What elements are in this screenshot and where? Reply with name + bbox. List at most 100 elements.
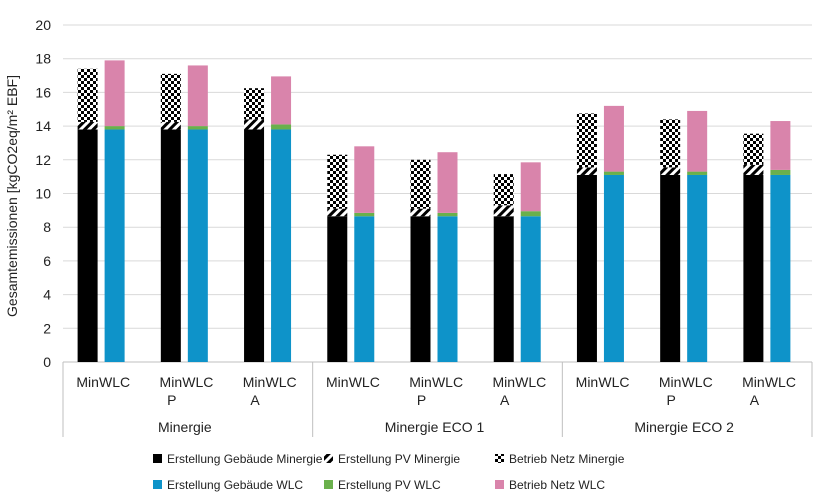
bar-segment xyxy=(770,174,791,362)
y-tick-label: 0 xyxy=(43,354,51,370)
legend-label: Betrieb Netz Minergie xyxy=(509,452,625,466)
x-tick-label: WLC xyxy=(349,374,380,390)
y-axis-title: Gesamtemissionen [kgCO2eq/m² EBF] xyxy=(4,75,20,317)
x-group-label: Minergie ECO 2 xyxy=(634,419,734,435)
bar-segment xyxy=(77,68,98,122)
legend-label: Erstellung PV Minergie xyxy=(338,452,460,466)
bar-segment xyxy=(244,88,265,120)
x-tick-label: Min xyxy=(742,374,765,390)
x-tick-label: Min xyxy=(243,374,266,390)
legend-swatch xyxy=(324,480,333,489)
bar-segment xyxy=(104,129,125,362)
bar-segment xyxy=(77,121,98,130)
y-tick-label: 18 xyxy=(35,51,51,67)
bar-segment xyxy=(410,159,431,209)
x-subgroup-label: A xyxy=(250,392,260,408)
bar-segment xyxy=(520,211,541,217)
bar-segment xyxy=(187,65,208,127)
legend-swatch xyxy=(324,454,333,463)
bar-segment xyxy=(244,119,265,130)
y-tick-label: 12 xyxy=(35,152,51,168)
bar-segment xyxy=(493,205,514,217)
bar-segment xyxy=(327,216,348,362)
y-tick-label: 8 xyxy=(43,219,51,235)
x-tick-label: WLC xyxy=(182,374,213,390)
bar-segment xyxy=(187,129,208,362)
x-tick-label: WLC xyxy=(598,374,629,390)
bar-segment xyxy=(271,124,292,130)
bar-segment xyxy=(687,171,708,175)
y-tick-label: 4 xyxy=(43,287,51,303)
bar-segment xyxy=(327,154,348,209)
x-tick-label: WLC xyxy=(432,374,463,390)
legend-swatch xyxy=(495,480,504,489)
legend-label: Betrieb Netz WLC xyxy=(509,478,605,492)
bar-segment xyxy=(327,208,348,217)
bar-segment xyxy=(660,174,681,362)
bar-segment xyxy=(271,129,292,362)
x-tick-label: WLC xyxy=(515,374,546,390)
bar-segment xyxy=(410,216,431,362)
legend-swatch xyxy=(153,454,162,463)
bar-segment xyxy=(244,129,265,362)
bar-segment xyxy=(104,126,125,130)
bar-segment xyxy=(354,212,375,217)
bars xyxy=(77,60,791,362)
bar-segment xyxy=(493,174,514,206)
bar-segment xyxy=(271,76,292,125)
x-tick-label: WLC xyxy=(99,374,130,390)
y-tick-label: 2 xyxy=(43,320,51,336)
bar-segment xyxy=(576,167,597,175)
bar-segment xyxy=(354,146,375,213)
x-tick-label: Min xyxy=(326,374,349,390)
x-subgroup-label: P xyxy=(417,392,426,408)
bar-segment xyxy=(687,110,708,172)
x-subgroup-label: A xyxy=(750,392,760,408)
bar-segment xyxy=(160,121,181,130)
x-subgroup-label: P xyxy=(167,392,176,408)
bar-segment xyxy=(743,164,764,175)
bar-segment xyxy=(743,133,764,165)
bar-segment xyxy=(354,216,375,362)
bar-segment xyxy=(770,121,791,170)
x-tick-label: Min xyxy=(492,374,515,390)
bar-segment xyxy=(603,174,624,362)
y-tick-label: 20 xyxy=(35,17,51,33)
legend: Erstellung Gebäude Minergie Erstellung PV… xyxy=(153,452,625,492)
x-subgroup-label: P xyxy=(666,392,675,408)
bar-segment xyxy=(660,167,681,175)
x-tick-label: WLC xyxy=(682,374,713,390)
bar-segment xyxy=(493,216,514,362)
bar-segment xyxy=(160,129,181,362)
y-tick-label: 10 xyxy=(35,186,51,202)
bar-segment xyxy=(576,113,597,168)
y-tick-label: 16 xyxy=(35,84,51,100)
bar-segment xyxy=(187,126,208,130)
y-tick-label: 14 xyxy=(35,118,51,134)
bar-segment xyxy=(520,162,541,212)
x-tick-label: Min xyxy=(76,374,99,390)
legend-label: Erstellung Gebäude Minergie xyxy=(167,452,323,466)
bar-segment xyxy=(437,212,458,217)
bar-segment xyxy=(743,174,764,362)
x-group-label: Minergie xyxy=(158,419,212,435)
bar-segment xyxy=(104,60,125,127)
x-tick-label: Min xyxy=(659,374,682,390)
bar-segment xyxy=(603,171,624,175)
x-tick-label: WLC xyxy=(765,374,796,390)
bar-segment xyxy=(520,216,541,362)
legend-label: Erstellung Gebäude WLC xyxy=(167,478,303,492)
bar-segment xyxy=(77,129,98,362)
bar-segment xyxy=(576,174,597,362)
x-tick-label: WLC xyxy=(265,374,296,390)
legend-swatch xyxy=(495,454,504,463)
x-tick-label: Min xyxy=(576,374,599,390)
legend-swatch xyxy=(153,480,162,489)
x-tick-label: Min xyxy=(160,374,183,390)
bar-segment xyxy=(437,152,458,213)
bar-segment xyxy=(660,119,681,168)
bar-segment xyxy=(603,105,624,172)
legend-label: Erstellung PV WLC xyxy=(338,478,441,492)
